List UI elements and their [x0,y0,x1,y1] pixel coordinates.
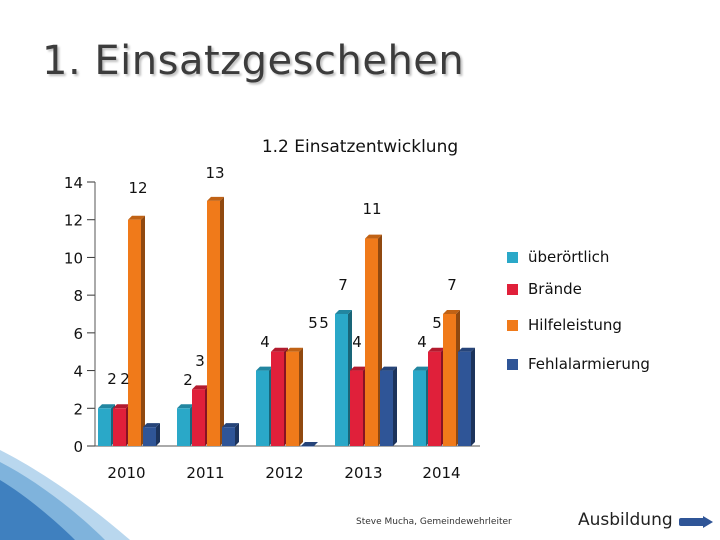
bar [413,366,430,446]
bar [365,234,382,446]
legend-label: Hilfeleistung [528,316,622,334]
bar [458,347,475,446]
y-tick-label: 12 [64,212,83,230]
bar [113,404,130,446]
data-label: 12 [128,179,147,197]
legend-label: Brände [528,280,582,298]
chart-title: 1.2 Einsatzentwicklung [262,137,458,157]
slide-title: 1. Einsatzgeschehen [42,38,465,84]
data-label: 7 [338,276,348,294]
x-tick-label: 2013 [344,464,382,482]
data-label: 13 [205,164,224,182]
legend-swatch [507,359,518,370]
bar [350,366,367,446]
data-label: 4 [260,333,270,351]
data-label: 5 [319,314,329,332]
legend-item: Brände [507,280,582,298]
bar [335,310,352,446]
bar [286,347,303,446]
y-tick-label: 10 [64,249,83,267]
bar [98,404,115,446]
bar [443,310,460,446]
data-label: 3 [195,352,205,370]
arrow-right-icon [679,516,713,528]
data-label: 4 [352,333,362,351]
legend-item: Hilfeleistung [507,316,622,334]
y-tick-label: 8 [73,287,83,305]
x-tick-label: 2014 [422,464,460,482]
footer-author: Steve Mucha, Gemeindewehrleiter [356,517,512,527]
bar [222,423,239,446]
footer-label: Ausbildung [578,510,673,530]
data-label: 2 [107,370,117,388]
bar [256,366,273,446]
bar [192,385,209,446]
data-label: 5 [432,314,442,332]
y-tick-label: 6 [73,325,83,343]
y-tick-label: 14 [64,174,83,192]
bar [128,215,145,446]
legend-swatch [507,284,518,295]
bar [177,404,194,446]
data-label: 5 [308,314,318,332]
bar [301,442,318,447]
legend-swatch [507,320,518,331]
x-tick-label: 2010 [107,464,145,482]
y-tick-label: 0 [73,438,83,456]
legend-item: Fehlalarmierung [507,355,650,373]
x-tick-label: 2011 [186,464,224,482]
bar [380,366,397,446]
bar [428,347,445,446]
data-label: 4 [417,333,427,351]
legend-label: überörtlich [528,248,609,266]
y-tick-label: 4 [73,363,83,381]
data-label: 11 [362,200,381,218]
corner-swoosh-decoration [0,450,130,540]
legend-swatch [507,252,518,263]
legend-label: Fehlalarmierung [528,355,650,373]
data-label: 7 [447,276,457,294]
data-label: 2 [183,371,193,389]
legend-item: überörtlich [507,248,609,266]
y-tick-label: 2 [73,400,83,418]
bar [143,423,160,446]
bar [207,196,224,446]
x-tick-label: 2012 [265,464,303,482]
bar [271,347,288,446]
data-label: 2 [120,370,130,388]
